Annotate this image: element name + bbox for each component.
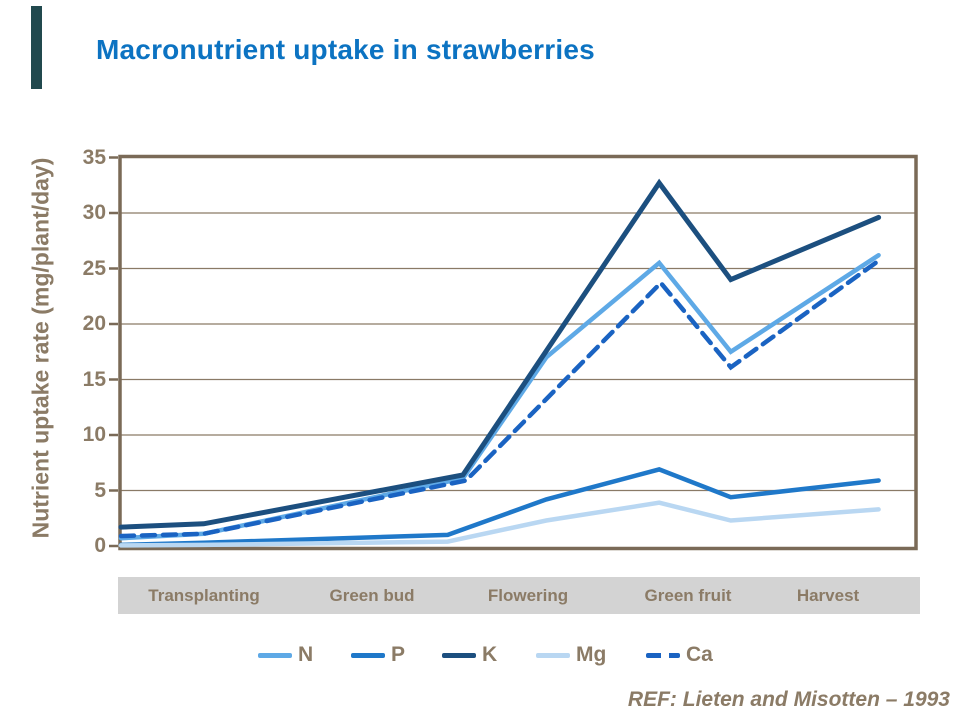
legend-item-N: N	[258, 642, 313, 668]
series-line-N	[118, 252, 881, 541]
y-tick-label-20: 20	[82, 312, 106, 335]
y-tick-label-10: 10	[82, 423, 106, 446]
series-line-P	[118, 467, 881, 548]
stage-label-harvest: Harvest	[796, 585, 860, 605]
reference-text: REF: Lieten and Misotten – 1993	[627, 688, 950, 711]
y-tick-label-25: 25	[82, 256, 106, 280]
legend-item-Mg: Mg	[536, 642, 606, 668]
stage-label-green-bud: Green bud	[329, 585, 415, 605]
plot-border	[118, 154, 918, 551]
legend-item-K: K	[442, 642, 497, 668]
legend-label-K: K	[482, 643, 498, 666]
legend-swatch-Ca	[646, 652, 680, 658]
series-line-Mg	[118, 500, 881, 548]
y-tick-label-30: 30	[82, 201, 106, 224]
slide-accent-bar	[31, 6, 42, 89]
stage-label-flowering: Flowering	[487, 585, 569, 605]
legend-label-N: N	[298, 643, 314, 666]
legend-label-P: P	[391, 643, 406, 666]
chart-title: Macronutrient uptake in strawberries	[96, 34, 595, 65]
series-line-Ca	[118, 258, 881, 539]
y-tick-label-15: 15	[82, 367, 106, 391]
legend-swatch-N	[258, 652, 292, 658]
y-tick-label-5: 5	[94, 478, 106, 502]
x-axis-stage-band: Transplanting Green bud Flowering Green fru…	[118, 577, 920, 614]
y-tick-label-35: 35	[82, 145, 106, 169]
legend-swatch-P	[351, 652, 385, 658]
legend-item-P: P	[351, 642, 405, 668]
legend-swatch-K	[442, 652, 476, 658]
legend-item-Ca: Ca	[646, 642, 713, 668]
legend-swatch-Mg	[536, 652, 570, 658]
stage-label-transplanting: Transplanting	[148, 585, 260, 605]
y-tick-label-0: 0	[94, 534, 106, 557]
legend-label-Ca: Ca	[686, 643, 713, 666]
stage-label-green-fruit: Green fruit	[644, 585, 732, 605]
series-line-K	[118, 178, 882, 530]
legend-label-Mg: Mg	[576, 643, 607, 666]
